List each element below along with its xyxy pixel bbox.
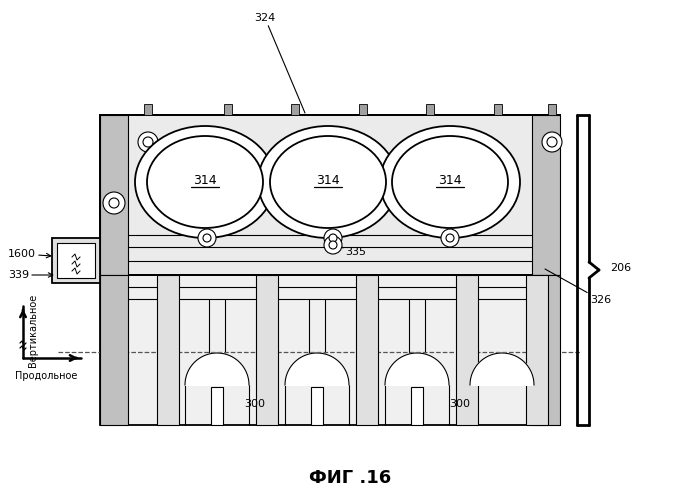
Bar xyxy=(211,387,223,425)
Circle shape xyxy=(143,137,153,147)
Bar xyxy=(224,104,232,115)
Ellipse shape xyxy=(380,126,520,238)
Text: 324: 324 xyxy=(254,13,305,113)
Circle shape xyxy=(542,132,562,152)
Bar xyxy=(359,104,367,115)
Text: 300: 300 xyxy=(450,399,470,409)
Circle shape xyxy=(329,241,337,249)
Text: 335: 335 xyxy=(345,247,366,257)
Ellipse shape xyxy=(258,126,398,238)
Bar xyxy=(256,275,278,425)
Bar xyxy=(100,275,128,425)
Bar xyxy=(311,387,323,425)
Circle shape xyxy=(329,234,337,242)
Ellipse shape xyxy=(270,136,386,228)
Text: 206: 206 xyxy=(610,263,631,273)
Bar xyxy=(52,238,100,283)
Bar xyxy=(494,104,502,115)
Polygon shape xyxy=(285,353,349,385)
Bar xyxy=(57,243,95,278)
Bar xyxy=(291,104,299,115)
Circle shape xyxy=(324,229,342,247)
Circle shape xyxy=(103,192,125,214)
Polygon shape xyxy=(470,353,534,385)
Text: Вертикальное: Вертикальное xyxy=(28,294,38,366)
Text: 314: 314 xyxy=(438,174,462,186)
Ellipse shape xyxy=(135,126,275,238)
Circle shape xyxy=(446,234,454,242)
Bar xyxy=(356,275,378,425)
Circle shape xyxy=(441,229,459,247)
Text: 314: 314 xyxy=(316,174,340,186)
Bar xyxy=(548,104,556,115)
Text: ФИГ .16: ФИГ .16 xyxy=(309,469,391,487)
Circle shape xyxy=(203,234,211,242)
Bar xyxy=(456,275,478,425)
Circle shape xyxy=(138,132,158,152)
Polygon shape xyxy=(385,353,449,385)
Bar xyxy=(411,387,423,425)
Polygon shape xyxy=(185,353,249,385)
Text: 300: 300 xyxy=(245,399,266,409)
Bar xyxy=(526,275,548,425)
Circle shape xyxy=(324,236,342,254)
Bar xyxy=(100,115,128,275)
Ellipse shape xyxy=(392,136,508,228)
Text: 1600: 1600 xyxy=(8,249,51,259)
Text: 339: 339 xyxy=(8,270,53,280)
Bar xyxy=(426,104,434,115)
Bar xyxy=(157,275,179,425)
Text: 326: 326 xyxy=(545,269,611,305)
Ellipse shape xyxy=(147,136,263,228)
Circle shape xyxy=(198,229,216,247)
Circle shape xyxy=(547,137,557,147)
Text: Продольное: Продольное xyxy=(15,371,77,381)
Circle shape xyxy=(109,198,119,208)
Bar xyxy=(100,115,560,425)
Bar xyxy=(144,104,152,115)
Bar xyxy=(100,115,560,275)
Bar xyxy=(532,275,560,425)
Bar xyxy=(532,115,560,275)
Text: 314: 314 xyxy=(193,174,217,186)
